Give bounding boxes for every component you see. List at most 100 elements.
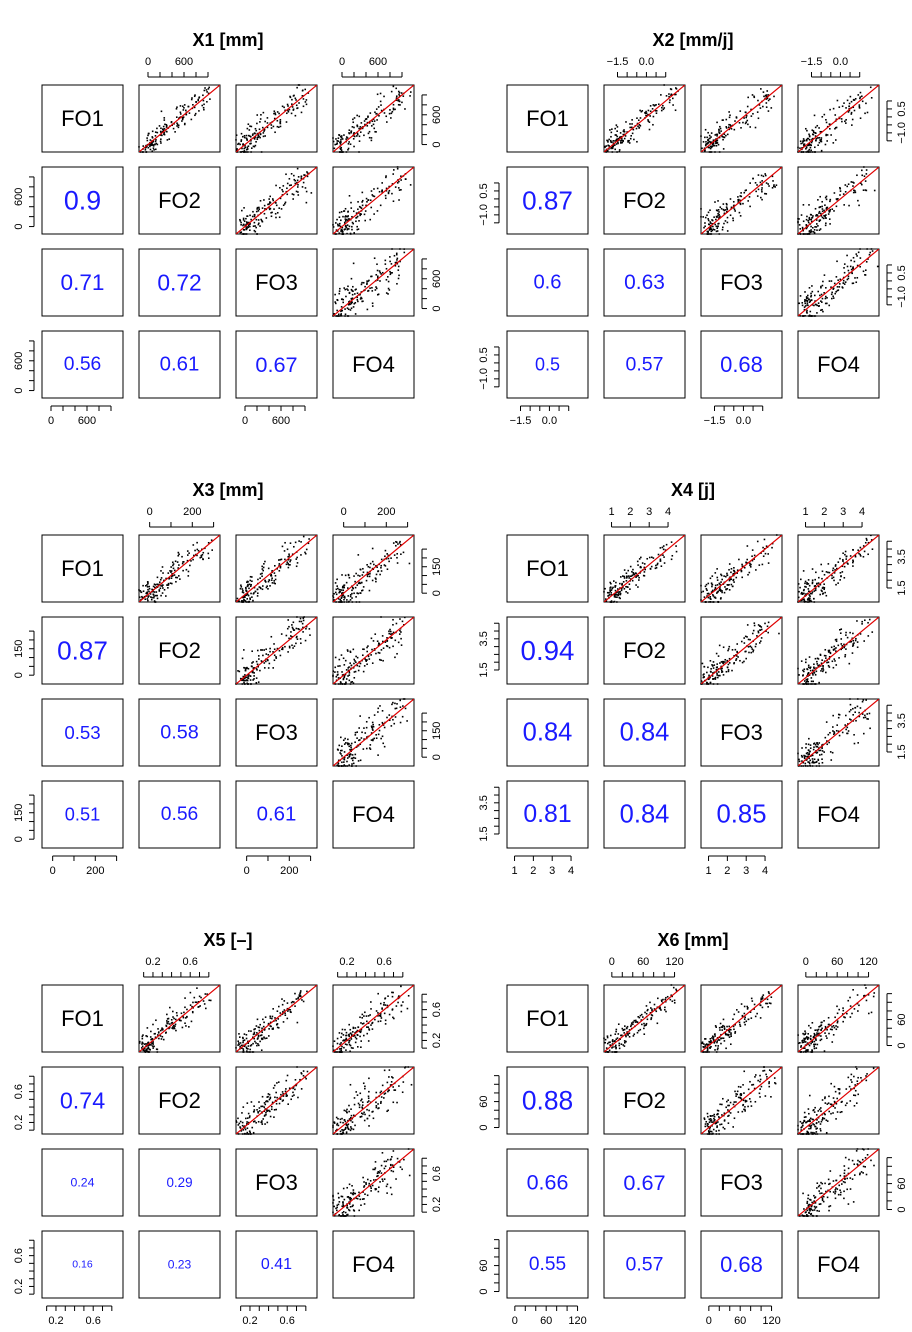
scatter-point xyxy=(818,210,821,213)
panel-frame xyxy=(332,780,415,849)
scatter-point xyxy=(710,228,713,231)
scatter-point xyxy=(739,195,742,197)
scatter-point xyxy=(245,228,248,231)
scatter-point xyxy=(144,598,147,601)
scatter-point xyxy=(282,1093,284,1095)
scatter-point xyxy=(357,228,360,230)
scatter-point xyxy=(194,112,197,115)
scatter-point xyxy=(764,94,767,97)
scatter-point xyxy=(396,703,398,705)
scatter-point xyxy=(151,141,153,144)
scatter-point xyxy=(344,1043,347,1046)
scatter-point xyxy=(269,1021,272,1024)
scatter-point xyxy=(338,290,341,292)
scatter-point xyxy=(260,1049,263,1051)
scatter-point xyxy=(176,1014,178,1017)
scatter-point xyxy=(384,549,387,552)
scatter-point xyxy=(343,758,345,760)
scatter-point xyxy=(380,558,383,561)
scatter-point xyxy=(187,554,189,556)
scatter-point xyxy=(825,118,827,121)
scatter-point xyxy=(853,182,855,184)
scatter-point xyxy=(813,315,816,317)
scatter-point xyxy=(396,259,398,261)
scatter-point xyxy=(709,596,712,598)
scatter-point xyxy=(715,666,718,669)
scatter-point xyxy=(343,756,346,759)
scatter-point xyxy=(287,562,289,565)
scatter-point xyxy=(351,589,353,592)
scatter-point xyxy=(293,545,295,548)
scatter-point xyxy=(850,100,853,103)
scatter-point xyxy=(259,573,262,575)
scatter-point xyxy=(745,116,747,119)
scatter-point xyxy=(355,765,357,767)
scatter-point xyxy=(346,754,348,757)
scatter-point xyxy=(720,668,722,670)
scatter-point xyxy=(276,119,279,122)
scatter-point xyxy=(609,581,612,584)
scatter-point xyxy=(817,585,820,588)
scatter-point xyxy=(336,315,339,317)
tick-label: 3.5 xyxy=(478,631,490,646)
scatter-point xyxy=(278,569,281,572)
scatter-point xyxy=(811,568,814,570)
scatter-point xyxy=(355,220,357,223)
scatter-point xyxy=(340,314,342,316)
panel-frame xyxy=(506,330,589,399)
scatter-point xyxy=(766,90,769,92)
scatter-point xyxy=(174,560,177,563)
scatter-point xyxy=(370,1008,372,1010)
scatter-point xyxy=(829,223,831,225)
scatter-point xyxy=(156,583,158,586)
scatter-point xyxy=(403,248,406,250)
scatter-point xyxy=(269,647,271,650)
scatter-point xyxy=(803,668,806,671)
scatter-point xyxy=(265,1037,268,1040)
scatter-point xyxy=(825,217,827,219)
scatter-point xyxy=(341,1028,344,1031)
scatter-point xyxy=(381,721,384,724)
scatter-point xyxy=(662,548,665,551)
scatter-point xyxy=(243,679,245,682)
scatter-point xyxy=(300,176,303,178)
scatter-point xyxy=(367,115,369,118)
scatter-point xyxy=(802,220,805,223)
scatter-point xyxy=(362,281,365,284)
scatter-point xyxy=(710,668,712,670)
scatter-point xyxy=(371,120,374,123)
scatter-point xyxy=(766,97,769,100)
scatter-point xyxy=(797,596,800,599)
scatter-point xyxy=(272,667,275,669)
scatter-point xyxy=(268,662,271,665)
scatter-point xyxy=(835,664,838,666)
scatter-point xyxy=(824,648,827,651)
scatter-point xyxy=(165,595,167,597)
scatter-point xyxy=(359,592,361,594)
cell-FO2-FO3 xyxy=(700,166,783,235)
scatter-point xyxy=(707,146,710,149)
scatter-point xyxy=(379,204,382,207)
scatter-point xyxy=(300,620,303,623)
scatter-point xyxy=(809,146,812,149)
scatter-point xyxy=(273,582,276,584)
scatter-point xyxy=(296,638,299,640)
scatter-point xyxy=(372,123,375,126)
scatter-point xyxy=(299,992,301,995)
scatter-point xyxy=(184,1017,187,1019)
scatter-point xyxy=(365,579,368,582)
scatter-point xyxy=(867,258,869,260)
scatter-point xyxy=(243,596,245,599)
scatter-point xyxy=(837,582,839,584)
scatter-point xyxy=(825,121,828,124)
scatter-point xyxy=(813,114,816,117)
scatter-point xyxy=(859,707,862,709)
scatter-point xyxy=(812,760,814,763)
scatter-point xyxy=(608,138,610,141)
scatter-point xyxy=(615,591,618,594)
scatter-point xyxy=(289,542,292,544)
scatter-point xyxy=(733,567,735,569)
cell-FO4-FO2: 0.61 xyxy=(138,330,221,399)
scatter-point xyxy=(718,136,721,139)
scatter-point xyxy=(348,1043,351,1046)
